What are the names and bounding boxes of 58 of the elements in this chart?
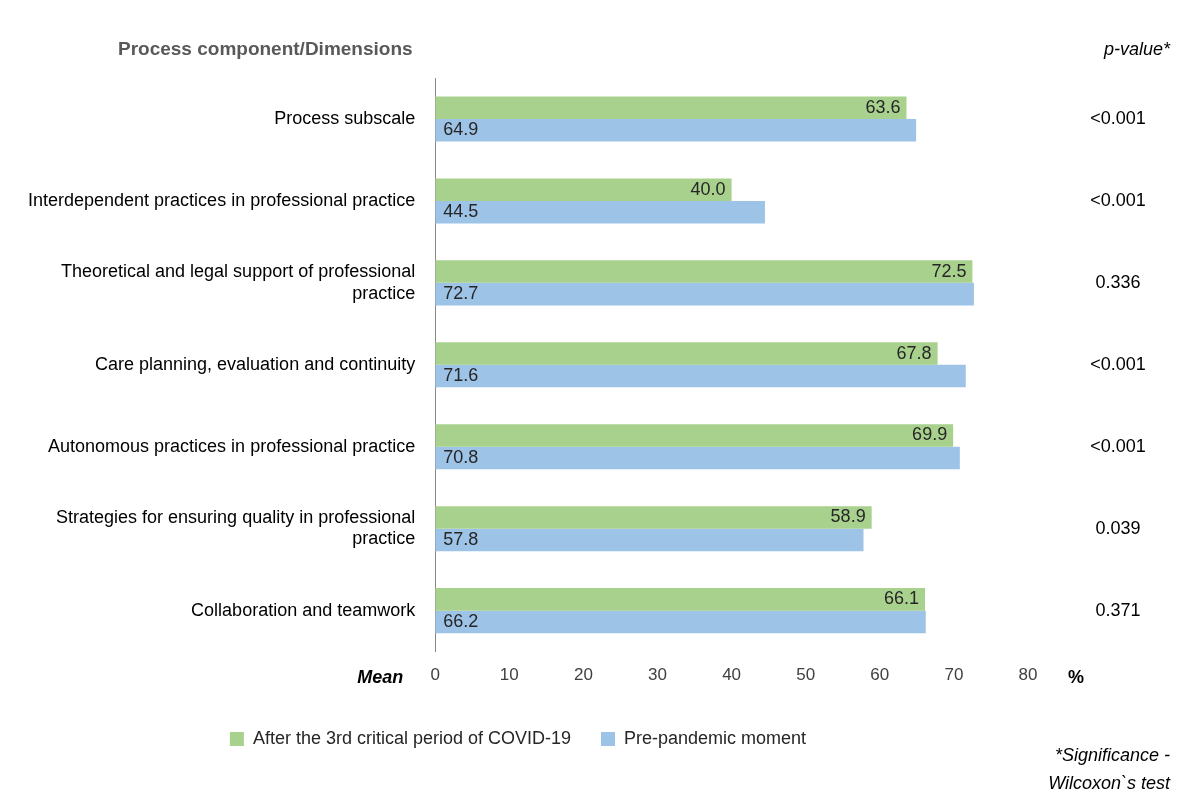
data-label: 72.7 — [443, 283, 479, 304]
bar — [435, 96, 907, 119]
legend-label: Pre-pandemic moment — [624, 727, 807, 748]
text: <0.001 — [1090, 189, 1146, 210]
text: *Significance - Wilcoxon`s test — [1048, 745, 1171, 793]
y-tick-label: Theoretical and legal support of professional practice — [61, 261, 416, 303]
text: 0.336 — [1095, 271, 1141, 292]
bar — [435, 364, 966, 388]
x-tick-label: 50 — [796, 665, 816, 685]
data-label: 64.9 — [443, 119, 479, 140]
text: 0.039 — [1095, 517, 1141, 538]
text: 0.371 — [1095, 599, 1141, 620]
x-tick-label: 70 — [944, 665, 964, 685]
text: <0.001 — [1090, 353, 1146, 374]
x-tick-label: 40 — [722, 665, 742, 685]
y-tick-label: Collaboration and teamwork — [191, 599, 417, 620]
x-tick-label: 0 — [430, 665, 440, 685]
bar — [435, 424, 954, 447]
x-tick-label: 80 — [1018, 665, 1038, 685]
y-tick-label: Autonomous practices in professional practice — [48, 435, 416, 456]
y-tick-label: Interdependent practices in professional practice — [27, 189, 416, 210]
data-label: 67.8 — [896, 342, 932, 363]
bar — [435, 528, 864, 552]
legend-label: After the 3rd critical period of COVID-19 — [252, 727, 572, 748]
bar — [435, 260, 973, 283]
data-label: 58.9 — [830, 506, 866, 527]
data-label: 72.5 — [931, 260, 967, 281]
data-label: 66.1 — [883, 588, 920, 609]
y-tick-label: Strategies for ensuring quality in professional practice — [56, 506, 416, 549]
data-label: 69.9 — [912, 424, 948, 445]
text: Process component/Dimensions — [118, 38, 413, 60]
data-label: 66.2 — [443, 610, 479, 631]
data-label: 71.6 — [443, 365, 479, 386]
bar — [435, 588, 926, 611]
bar — [435, 118, 917, 142]
data-label: 63.6 — [865, 96, 901, 117]
y-tick-label: Care planning, evaluation and continuity — [94, 353, 416, 374]
x-tick-label: 30 — [648, 665, 667, 685]
bar — [435, 446, 960, 470]
y-tick-label: Process subscale — [274, 107, 416, 128]
x-tick-label: 20 — [573, 665, 593, 685]
bar — [435, 200, 765, 224]
x-axis-title: % — [1068, 666, 1085, 687]
bar — [435, 178, 732, 201]
bar — [435, 506, 872, 529]
data-label: 57.8 — [443, 528, 479, 549]
text: p-value* — [1102, 39, 1171, 59]
data-label: 70.8 — [443, 446, 479, 467]
x-tick-label: 10 — [499, 665, 519, 685]
text: <0.001 — [1090, 435, 1146, 456]
text: Mean — [357, 666, 404, 687]
x-tick-label: 60 — [870, 665, 890, 685]
bar — [435, 342, 938, 365]
data-label: 44.5 — [443, 201, 479, 222]
bar — [435, 610, 926, 634]
text: <0.001 — [1090, 107, 1146, 128]
bar — [435, 282, 974, 306]
data-label: 40.0 — [690, 178, 726, 199]
